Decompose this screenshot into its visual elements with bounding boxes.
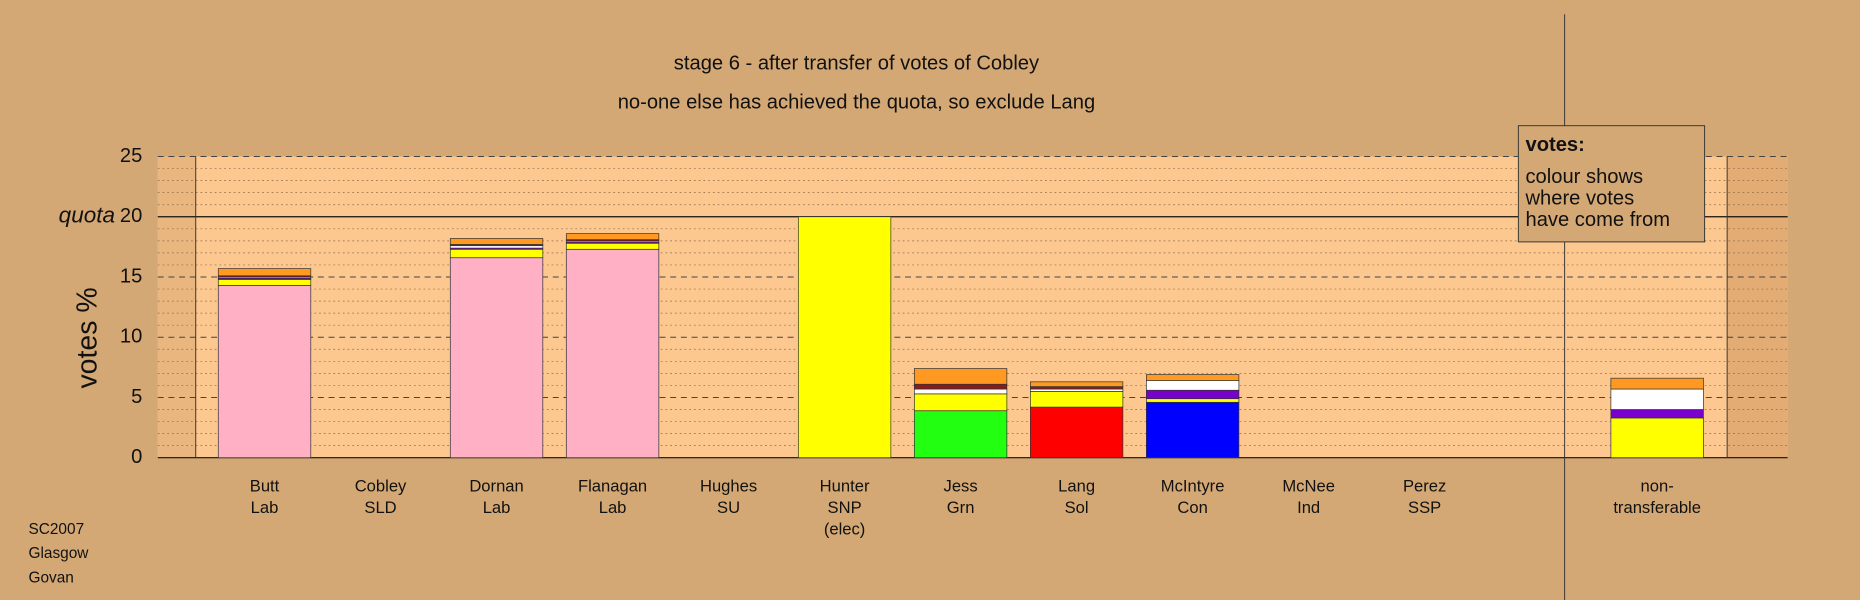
y-tick-label: 15 bbox=[120, 265, 142, 287]
bar-segment bbox=[1029, 388, 1124, 392]
x-tick-label: Perez bbox=[1403, 477, 1446, 496]
legend-title: votes: bbox=[1525, 134, 1584, 156]
legend-text: colour shows bbox=[1525, 166, 1643, 188]
footnote: Govan bbox=[28, 570, 73, 587]
x-tick-label: Butt bbox=[250, 477, 280, 496]
title: stage 6 - after transfer of votes of Cob… bbox=[674, 52, 1040, 74]
bar-segment bbox=[449, 245, 544, 249]
bar-segment bbox=[565, 233, 660, 241]
x-tick-label: Lang bbox=[1058, 477, 1095, 496]
bar-segment bbox=[1029, 391, 1124, 408]
x-tick-label: Lab bbox=[483, 498, 511, 517]
y-tick-label: 10 bbox=[120, 326, 142, 348]
bar-segment bbox=[217, 268, 312, 277]
bar-segment bbox=[913, 383, 1008, 390]
bar-segment bbox=[913, 388, 1008, 395]
legend-text: where votes bbox=[1524, 188, 1634, 210]
bar-segment bbox=[913, 410, 1008, 459]
bar-segment bbox=[1146, 380, 1240, 391]
bar-segment bbox=[1610, 377, 1704, 390]
footnote: SC2007 bbox=[28, 521, 84, 538]
bar-segment bbox=[1029, 381, 1124, 387]
bar-segment bbox=[1146, 398, 1240, 403]
x-tick-label: SNP bbox=[828, 498, 862, 517]
bar-segment bbox=[449, 238, 544, 245]
bar-segment bbox=[1146, 389, 1240, 400]
x-tick-label: SU bbox=[717, 498, 740, 517]
x-tick-label: SSP bbox=[1408, 498, 1441, 517]
bar-segment bbox=[1029, 386, 1124, 390]
y-tick-label: 5 bbox=[131, 386, 142, 408]
x-tick-label: Hunter bbox=[820, 477, 870, 496]
x-tick-label: Jess bbox=[944, 477, 978, 496]
bar-segment bbox=[217, 285, 312, 459]
x-tick-label: Cobley bbox=[355, 477, 407, 496]
bar-segment bbox=[1610, 417, 1704, 459]
subtitle: no-one else has achieved the quota, so e… bbox=[618, 91, 1095, 113]
x-tick-label: (elec) bbox=[824, 519, 866, 538]
y-axis-label: votes % bbox=[71, 287, 103, 388]
x-tick-label: McNee bbox=[1282, 477, 1335, 496]
x-tick-label: Hughes bbox=[700, 477, 757, 496]
x-tick-label: transferable bbox=[1613, 498, 1701, 517]
bar-segment bbox=[1610, 409, 1704, 419]
legend-text: have come from bbox=[1525, 209, 1670, 231]
x-tick-label: SLD bbox=[364, 498, 396, 517]
bar-segment bbox=[797, 216, 892, 459]
x-tick-label: Lab bbox=[599, 498, 627, 517]
bar-segment bbox=[913, 393, 1008, 412]
bar-segment bbox=[217, 279, 312, 286]
x-tick-label: Con bbox=[1177, 498, 1207, 517]
quota-label: quota bbox=[59, 203, 115, 228]
x-tick-label: Flanagan bbox=[578, 477, 647, 496]
bar-segment bbox=[913, 368, 1008, 385]
x-tick-label: Dornan bbox=[469, 477, 523, 496]
y-tick-label: 25 bbox=[120, 145, 142, 167]
bar-segment bbox=[449, 248, 544, 259]
bar-segment bbox=[565, 242, 660, 250]
x-tick-label: Grn bbox=[947, 498, 975, 517]
plot-margin bbox=[1727, 156, 1788, 458]
bar-segment bbox=[1029, 406, 1124, 459]
x-tick-label: Lab bbox=[251, 498, 279, 517]
plot-margin bbox=[157, 156, 196, 458]
footnote: Glasgow bbox=[28, 545, 89, 562]
y-tick-label: 20 bbox=[120, 205, 142, 227]
bar-segment bbox=[1146, 401, 1240, 459]
bar-segment bbox=[1610, 388, 1704, 410]
x-tick-label: Sol bbox=[1065, 498, 1089, 517]
bar-segment bbox=[565, 248, 660, 459]
legend-box bbox=[1517, 125, 1706, 243]
x-tick-label: Ind bbox=[1297, 498, 1320, 517]
bar-segment bbox=[449, 257, 544, 459]
y-tick-label: 0 bbox=[131, 446, 142, 468]
x-tick-label: non- bbox=[1641, 477, 1674, 496]
bar-segment bbox=[1146, 374, 1240, 381]
x-tick-label: McIntyre bbox=[1161, 477, 1225, 496]
